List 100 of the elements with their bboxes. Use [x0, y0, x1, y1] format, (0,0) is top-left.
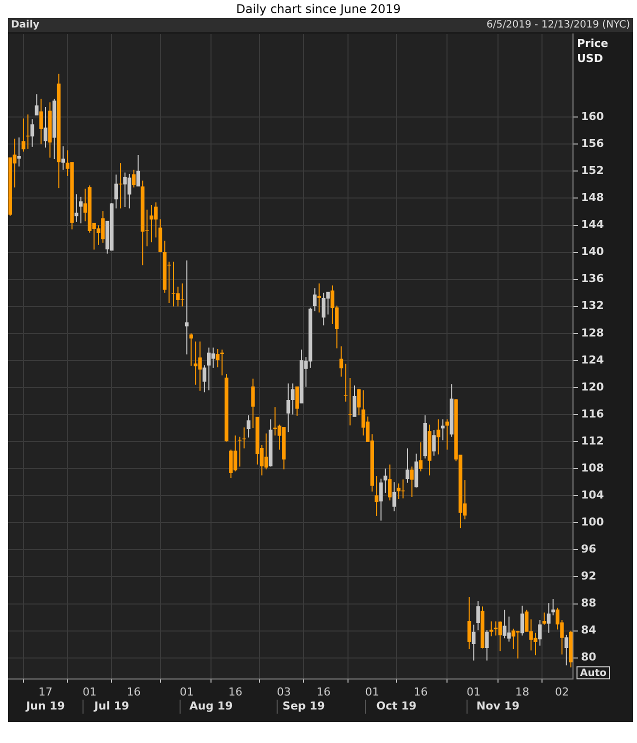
candlestick — [512, 628, 516, 650]
candlestick — [410, 466, 414, 498]
candlestick — [485, 630, 489, 662]
candlestick — [507, 616, 511, 642]
candlestick — [436, 418, 440, 455]
candlestick — [379, 478, 383, 522]
candlestick — [189, 332, 194, 366]
y-tick-label: 84 — [581, 624, 597, 637]
candlestick — [357, 388, 361, 416]
candlestick — [498, 620, 502, 652]
candlestick — [551, 598, 555, 616]
candlestick — [207, 347, 211, 391]
x-tick-label: 02 — [554, 685, 569, 698]
text: Oct 19 — [376, 700, 417, 713]
candlestick — [490, 620, 494, 637]
candlestick — [229, 449, 233, 479]
candlestick — [22, 118, 26, 152]
y-tick-label: 156 — [581, 137, 604, 150]
candlestick — [286, 382, 290, 433]
x-tick-label: 16 — [414, 685, 428, 698]
x-tick-label: 17 — [38, 685, 53, 698]
candlestick — [312, 288, 317, 312]
candlestick — [352, 384, 356, 418]
candlestick — [290, 382, 295, 416]
y-tick-label: 144 — [581, 218, 604, 232]
candlestick — [150, 204, 154, 243]
candlestick — [388, 464, 392, 501]
x-tick-label: 16 — [228, 685, 242, 698]
text: Jun 19 — [25, 700, 65, 713]
candlestick — [123, 172, 127, 208]
candlestick — [132, 169, 136, 188]
candlestick — [476, 600, 480, 631]
y-tick-label: 92 — [581, 570, 596, 583]
y-tick-label: 136 — [581, 272, 604, 286]
candlestick — [246, 414, 250, 438]
candlestick — [17, 136, 21, 167]
x-tick-label: 18 — [515, 685, 530, 698]
y-tick-label: 100 — [581, 516, 604, 529]
candlestick — [432, 430, 436, 456]
candlestick — [542, 612, 546, 626]
chart-title: Daily chart since June 2019 — [235, 1, 402, 18]
candlestick — [26, 114, 30, 150]
chart-subtitle: 6/5/2019 - 12/13/2019 (NYC) — [486, 20, 630, 31]
text: Daily — [11, 20, 40, 31]
candlestick — [384, 468, 388, 494]
y-tick-label: 88 — [581, 596, 596, 610]
candlestick — [184, 260, 189, 355]
text: Nov 19 — [476, 700, 520, 713]
y-tick-label: 120 — [581, 380, 604, 394]
candlestick — [374, 476, 378, 516]
candlestick — [445, 418, 450, 450]
x-tick-label: 16 — [126, 685, 141, 698]
text: Jul 19 — [93, 700, 130, 713]
candlestick — [264, 432, 268, 470]
text: Sep 19 — [282, 700, 325, 713]
y-tick-label: 148 — [581, 191, 604, 204]
x-tick-label: 16 — [316, 685, 331, 698]
y-axis-title: Price USD — [577, 36, 608, 65]
text: Auto — [580, 668, 607, 679]
candlestick — [564, 634, 568, 666]
candlestick — [136, 154, 140, 187]
y-tick-label: 104 — [581, 488, 604, 502]
y-tick-label: 160 — [581, 110, 604, 123]
text: Aug 19 — [189, 700, 233, 713]
candlestick — [392, 482, 396, 512]
candlestick — [295, 386, 299, 416]
candlestick — [118, 162, 122, 209]
candlestick — [44, 106, 48, 148]
candlestick — [418, 442, 423, 472]
y-tick-label: 124 — [581, 353, 604, 366]
y-tick-label: 132 — [581, 299, 604, 312]
candlestick — [339, 346, 344, 378]
y-tick-label: 140 — [581, 245, 604, 258]
candlestick — [233, 434, 238, 472]
candlestick — [220, 349, 224, 376]
candlestick — [61, 146, 66, 170]
candlestick — [440, 418, 445, 441]
candlestick — [472, 624, 476, 662]
candlestick — [538, 619, 542, 646]
x-tick-label: 01 — [466, 685, 481, 698]
y-tick-label: 128 — [581, 326, 604, 340]
candlestick — [516, 630, 520, 660]
candlestick — [211, 347, 216, 368]
x-tick-label: 01 — [82, 685, 97, 698]
candlestick — [546, 602, 551, 634]
candlestick — [467, 596, 472, 650]
x-tick-label: 01 — [365, 685, 380, 698]
candlestick — [317, 282, 322, 313]
y-tick-label: 152 — [581, 164, 604, 178]
candlestick — [30, 118, 34, 148]
candlestick — [34, 94, 39, 116]
candlestick — [348, 378, 352, 426]
y-tick-label: 96 — [581, 542, 597, 556]
candlestick — [251, 378, 255, 429]
candlestick — [202, 364, 206, 393]
y-tick-label: 112 — [581, 434, 604, 448]
candlestick — [326, 292, 330, 315]
y-tick-label: 116 — [581, 407, 604, 420]
candlestick — [39, 98, 43, 145]
candlestick — [406, 448, 410, 484]
